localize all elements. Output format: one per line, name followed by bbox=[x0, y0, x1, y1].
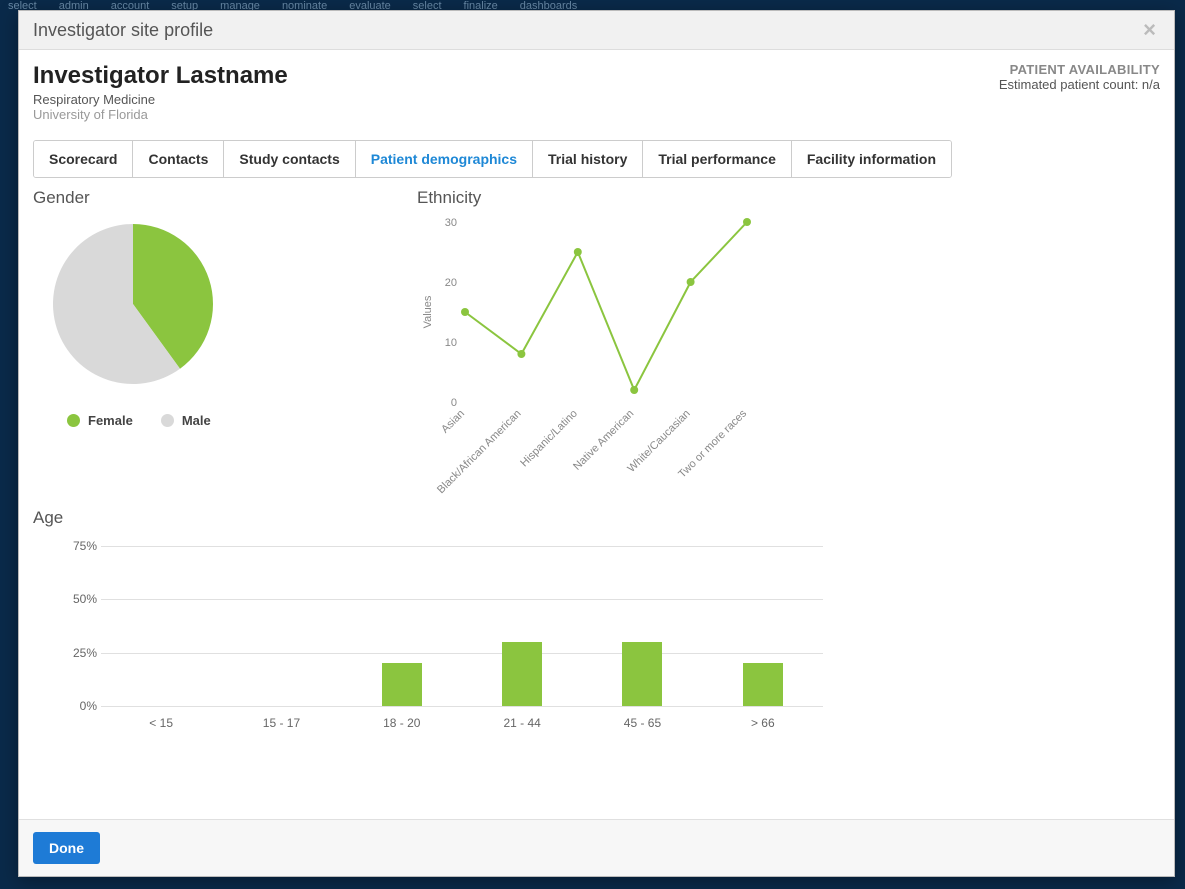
ethnicity-marker bbox=[574, 248, 582, 256]
age-bar-col: 21 - 44 bbox=[462, 546, 582, 706]
investigator-department: Respiratory Medicine bbox=[33, 92, 288, 107]
ethnicity-marker bbox=[743, 218, 751, 226]
age-y-tick: 75% bbox=[63, 539, 97, 553]
gender-chart-block: Gender Female Male bbox=[33, 188, 413, 428]
age-chart-block: Age 0%25%50%75%< 1515 - 1718 - 2021 - 44… bbox=[33, 508, 823, 736]
modal-body: Investigator Lastname Respiratory Medici… bbox=[19, 50, 1174, 819]
investigator-profile-modal: Investigator site profile × Investigator… bbox=[18, 10, 1175, 877]
ethnicity-y-axis-label: Values bbox=[422, 295, 434, 328]
legend-label: Female bbox=[88, 413, 133, 428]
age-bar-col: < 15 bbox=[101, 546, 221, 706]
age-bar-col: > 66 bbox=[703, 546, 823, 706]
tab-trial-performance[interactable]: Trial performance bbox=[643, 141, 792, 177]
age-y-tick: 50% bbox=[63, 592, 97, 606]
close-icon[interactable]: × bbox=[1139, 17, 1160, 43]
investigator-institution: University of Florida bbox=[33, 107, 288, 122]
ethnicity-y-tick: 10 bbox=[445, 337, 457, 349]
gender-title: Gender bbox=[33, 188, 413, 208]
age-bar-col: 15 - 17 bbox=[221, 546, 341, 706]
legend-swatch bbox=[67, 414, 80, 427]
age-title: Age bbox=[33, 508, 823, 528]
ethnicity-marker bbox=[517, 350, 525, 358]
legend-label: Male bbox=[182, 413, 211, 428]
ethnicity-line-path bbox=[465, 222, 747, 390]
availability-label: PATIENT AVAILABILITY bbox=[999, 62, 1160, 77]
ethnicity-title: Ethnicity bbox=[417, 188, 797, 208]
age-x-label: 45 - 65 bbox=[624, 716, 661, 730]
gender-legend: Female Male bbox=[33, 413, 413, 428]
ethnicity-x-label: Native American bbox=[571, 408, 636, 473]
ethnicity-marker bbox=[630, 386, 638, 394]
legend-item-female: Female bbox=[67, 413, 133, 428]
age-gridline bbox=[101, 706, 823, 707]
ethnicity-y-tick: 20 bbox=[445, 277, 457, 289]
modal-footer: Done bbox=[19, 819, 1174, 876]
ethnicity-chart-block: Ethnicity Values0102030AsianBlack/Africa… bbox=[417, 188, 797, 509]
age-x-label: 21 - 44 bbox=[503, 716, 540, 730]
legend-swatch bbox=[161, 414, 174, 427]
tab-trial-history[interactable]: Trial history bbox=[533, 141, 643, 177]
age-x-label: 18 - 20 bbox=[383, 716, 420, 730]
ethnicity-y-tick: 0 bbox=[451, 397, 457, 409]
availability-count: Estimated patient count: n/a bbox=[999, 77, 1160, 92]
gender-pie-chart bbox=[33, 214, 253, 394]
age-bar-chart: 0%25%50%75%< 1515 - 1718 - 2021 - 4445 -… bbox=[63, 546, 823, 736]
age-bars-container: < 1515 - 1718 - 2021 - 4445 - 65> 66 bbox=[101, 546, 823, 706]
modal-title: Investigator site profile bbox=[33, 20, 213, 41]
age-x-label: < 15 bbox=[149, 716, 173, 730]
done-button[interactable]: Done bbox=[33, 832, 100, 864]
tab-scorecard[interactable]: Scorecard bbox=[34, 141, 133, 177]
age-bar bbox=[622, 642, 662, 706]
age-x-label: > 66 bbox=[751, 716, 775, 730]
tab-facility-information[interactable]: Facility information bbox=[792, 141, 951, 177]
tab-study-contacts[interactable]: Study contacts bbox=[224, 141, 355, 177]
tab-contacts[interactable]: Contacts bbox=[133, 141, 224, 177]
ethnicity-y-tick: 30 bbox=[445, 217, 457, 229]
profile-header: Investigator Lastname Respiratory Medici… bbox=[33, 62, 1160, 122]
age-bar bbox=[382, 663, 422, 706]
age-x-label: 15 - 17 bbox=[263, 716, 300, 730]
investigator-name: Investigator Lastname bbox=[33, 62, 288, 90]
ethnicity-marker bbox=[687, 278, 695, 286]
age-bar-col: 18 - 20 bbox=[342, 546, 462, 706]
ethnicity-x-label: Hispanic/Latino bbox=[518, 408, 580, 470]
age-bar bbox=[502, 642, 542, 706]
profile-info: Investigator Lastname Respiratory Medici… bbox=[33, 62, 288, 122]
ethnicity-x-label: Asian bbox=[439, 408, 467, 436]
age-bar-col: 45 - 65 bbox=[582, 546, 702, 706]
age-y-tick: 0% bbox=[63, 699, 97, 713]
ethnicity-marker bbox=[461, 308, 469, 316]
profile-tabs: ScorecardContactsStudy contactsPatient d… bbox=[33, 140, 952, 178]
charts-area: Gender Female Male Ethnicity Values 0 10 20 3… bbox=[33, 188, 1160, 778]
ethnicity-line-chart: Values0102030AsianBlack/African American… bbox=[417, 214, 757, 504]
age-bar bbox=[743, 663, 783, 706]
patient-availability: PATIENT AVAILABILITY Estimated patient c… bbox=[999, 62, 1160, 92]
tab-patient-demographics[interactable]: Patient demographics bbox=[356, 141, 533, 177]
age-y-tick: 25% bbox=[63, 646, 97, 660]
modal-header: Investigator site profile × bbox=[19, 11, 1174, 50]
legend-item-male: Male bbox=[161, 413, 211, 428]
